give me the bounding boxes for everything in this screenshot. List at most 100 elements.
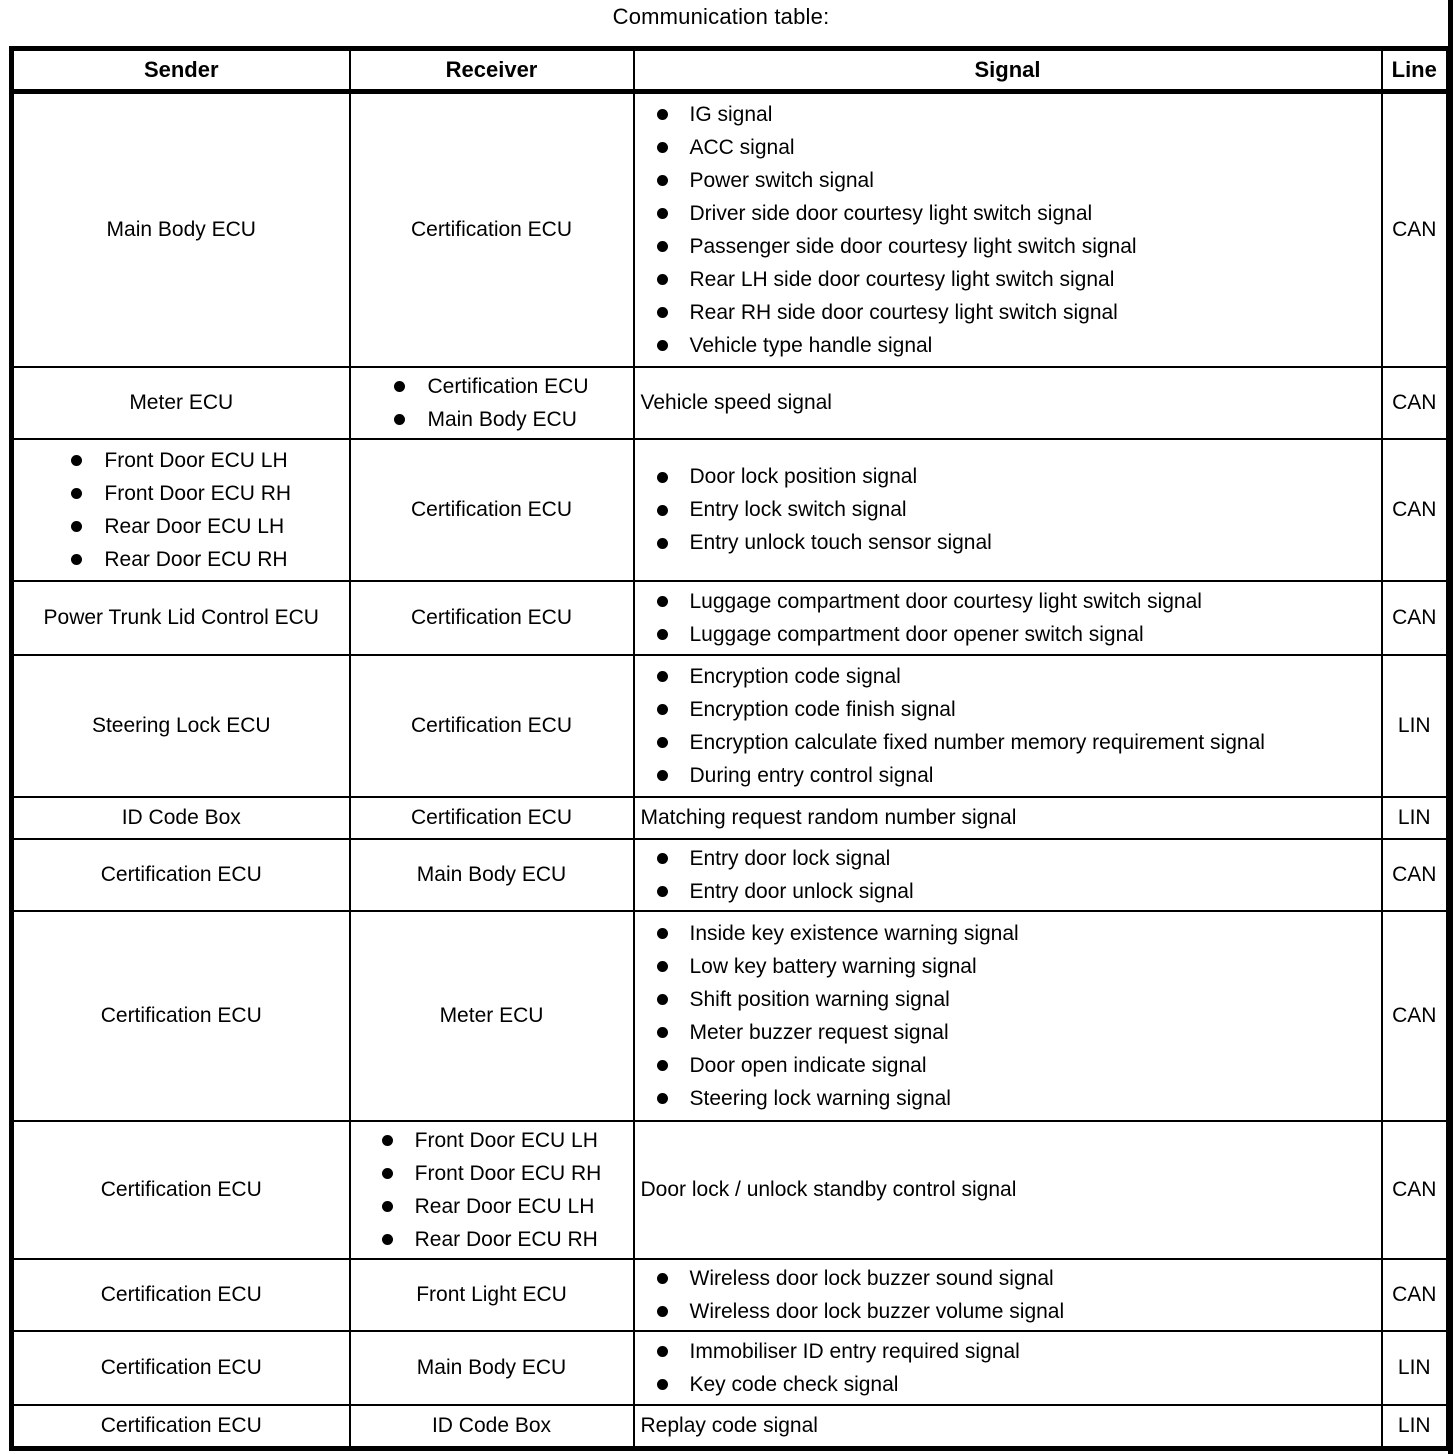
sender-bullet-list: Front Door ECU LH Front Door ECU RH Rear D… — [71, 444, 291, 576]
table-row: Certification ECU Main Body ECU Entry door… — [10, 838, 1450, 912]
list-item: Encryption code signal — [656, 660, 1380, 693]
bullet-icon — [394, 414, 406, 425]
receiver-label: Main Body ECU — [416, 1356, 567, 1379]
receiver-label: ID Code Box — [431, 1414, 552, 1437]
table-row: Front Door ECU LH Front Door ECU RH Rear D… — [10, 438, 1450, 582]
list-item: Rear Door ECU LH — [381, 1190, 602, 1223]
signal-item-label: Passenger side door courtesy light switc… — [689, 234, 1137, 258]
bullet-icon — [656, 994, 668, 1005]
list-item: Certification ECU — [394, 370, 589, 403]
signal-item-label: Wireless door lock buzzer volume signal — [689, 1299, 1065, 1323]
signal-bullet-list: Immobiliser ID entry required signal Key … — [636, 1335, 1380, 1401]
sender-label: Main Body ECU — [106, 218, 256, 241]
bullet-icon — [656, 471, 668, 483]
sender-cell: Power Trunk Lid Control ECU — [10, 580, 351, 656]
list-item: ACC signal — [656, 131, 1380, 164]
table-row: Main Body ECU Certification ECU IG signal A… — [10, 90, 1450, 368]
signal-item-label: Entry door lock signal — [689, 846, 891, 870]
signal-item-label: IG signal — [689, 102, 773, 126]
line-label: LIN — [1397, 714, 1431, 737]
list-item: Front Door ECU RH — [71, 477, 291, 510]
signal-item-label: Inside key existence warning signal — [689, 921, 1019, 945]
bullet-icon — [381, 1168, 393, 1179]
bullet-icon — [656, 1273, 668, 1284]
sender-item-label: Rear Door ECU LH — [104, 514, 285, 538]
signal-label: Door lock / unlock standby control signa… — [640, 1178, 1017, 1201]
signal-bullet-list: Wireless door lock buzzer sound signal Wi… — [636, 1262, 1380, 1328]
sender-cell: Certification ECU — [10, 1258, 351, 1332]
receiver-label: Certification ECU — [410, 806, 573, 829]
page-title: Communication table: — [612, 4, 830, 29]
line-label: CAN — [1392, 391, 1437, 414]
bullet-icon — [656, 737, 668, 748]
sender-item-label: Front Door ECU RH — [104, 481, 292, 505]
receiver-label: Certification ECU — [410, 498, 573, 521]
bullet-icon — [656, 504, 668, 516]
line-cell: LIN — [1380, 796, 1450, 840]
receiver-cell: Main Body ECU — [348, 838, 635, 912]
signal-item-label: Shift position warning signal — [689, 987, 950, 1011]
receiver-cell: Certification ECU — [348, 580, 635, 656]
sender-cell: Certification ECU — [10, 1120, 351, 1260]
line-cell: CAN — [1380, 838, 1450, 912]
list-item: Front Door ECU RH — [381, 1157, 602, 1190]
line-cell: LIN — [1380, 654, 1450, 798]
receiver-item-label: Rear Door ECU LH — [414, 1194, 595, 1218]
signal-cell: IG signal ACC signal Power switch signal Dr… — [632, 90, 1383, 368]
receiver-label: Meter ECU — [439, 1004, 544, 1027]
receiver-cell: ID Code Box — [348, 1404, 635, 1450]
signal-item-label: Immobiliser ID entry required signal — [689, 1339, 1020, 1363]
receiver-label: Main Body ECU — [416, 863, 567, 886]
line-cell: CAN — [1380, 580, 1450, 656]
receiver-cell: Front Door ECU LH Front Door ECU RH Rear D… — [348, 1120, 635, 1260]
communication-table: Sender Receiver Signal Line Main Body ECU Ce… — [9, 46, 1451, 1451]
bullet-icon — [656, 109, 668, 120]
line-label: CAN — [1392, 863, 1437, 886]
signal-cell: Luggage compartment door courtesy light … — [632, 580, 1383, 656]
signal-label: Replay code signal — [640, 1414, 818, 1437]
list-item: IG signal — [656, 98, 1380, 131]
bullet-icon — [656, 629, 668, 640]
line-cell: CAN — [1380, 366, 1450, 440]
receiver-item-label: Front Door ECU RH — [414, 1161, 602, 1185]
receiver-cell: Front Light ECU — [348, 1258, 635, 1332]
table-row: ID Code Box Certification ECU Matching req… — [10, 796, 1450, 840]
receiver-cell: Certification ECU Main Body ECU — [348, 366, 635, 440]
table-row: Certification ECU ID Code Box Replay code … — [10, 1404, 1450, 1450]
signal-item-label: Entry door unlock signal — [689, 879, 914, 903]
sender-cell: Meter ECU — [10, 366, 351, 440]
header-cell-receiver: Receiver — [348, 47, 635, 94]
sender-label: Power Trunk Lid Control ECU — [43, 606, 319, 629]
receiver-cell: Main Body ECU — [348, 1330, 635, 1406]
line-cell: CAN — [1380, 1258, 1450, 1332]
signal-item-label: Entry unlock touch sensor signal — [689, 531, 992, 554]
list-item: Immobiliser ID entry required signal — [656, 1335, 1380, 1368]
receiver-item-label: Front Door ECU LH — [414, 1128, 598, 1152]
bullet-icon — [656, 537, 668, 549]
sender-label: Certification ECU — [100, 1414, 262, 1437]
signal-item-label: Driver side door courtesy light switch s… — [689, 201, 1093, 225]
signal-cell: Replay code signal — [632, 1404, 1383, 1450]
sender-label: Certification ECU — [100, 1283, 262, 1306]
list-item: Front Door ECU LH — [381, 1124, 602, 1157]
header-cell-signal: Signal — [632, 47, 1383, 94]
line-label: LIN — [1397, 1414, 1431, 1437]
signal-item-label: Steering lock warning signal — [689, 1086, 951, 1110]
bullet-icon — [656, 1346, 668, 1357]
bullet-icon — [656, 1060, 668, 1071]
list-item: Entry unlock touch sensor signal — [656, 527, 1380, 560]
receiver-cell: Certification ECU — [348, 796, 635, 840]
signal-item-label: Encryption code finish signal — [689, 697, 956, 721]
bullet-icon — [656, 853, 668, 864]
bullet-icon — [656, 142, 668, 153]
bullet-icon — [656, 274, 668, 285]
signal-cell: Door lock position signal Entry lock swit… — [632, 438, 1383, 582]
bullet-icon — [656, 886, 668, 897]
sender-cell: Certification ECU — [10, 910, 351, 1122]
list-item: Wireless door lock buzzer volume signal — [656, 1295, 1380, 1328]
table-row: Certification ECU Meter ECU Inside key exi… — [10, 910, 1450, 1122]
bullet-icon — [381, 1135, 393, 1146]
sender-label: Certification ECU — [100, 1178, 262, 1201]
signal-cell: Vehicle speed signal — [632, 366, 1383, 440]
